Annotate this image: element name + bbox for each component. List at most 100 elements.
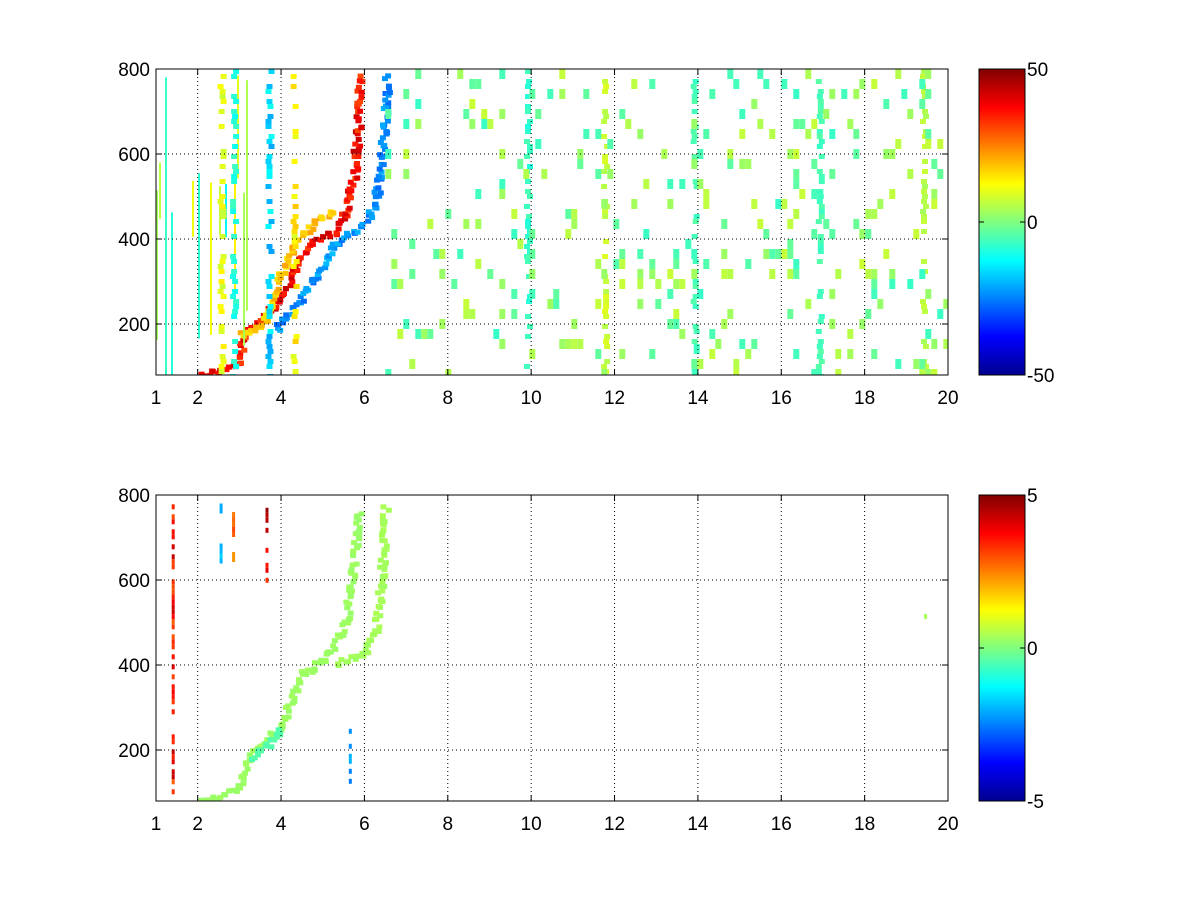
heatmap-cell [818, 154, 825, 159]
heatmap-cell [171, 664, 175, 670]
heatmap-cell [198, 802, 204, 807]
heatmap-cell [219, 508, 223, 514]
heatmap-cell [171, 749, 175, 755]
heatmap-cell [249, 748, 256, 754]
heatmap-cell [237, 341, 244, 347]
heatmap-cell [379, 513, 386, 519]
heatmap-streak [156, 190, 158, 340]
heatmap-cell [379, 578, 386, 584]
heatmap-cell [376, 624, 383, 630]
heatmap-cell [631, 79, 638, 89]
heatmap-cell [527, 194, 533, 199]
heatmap-cell [692, 79, 699, 84]
heatmap-cell [769, 129, 776, 139]
heatmap-cell [415, 329, 422, 339]
y-tick-label: 800 [118, 60, 150, 81]
heatmap-cell [923, 364, 929, 369]
heatmap-cell [264, 318, 271, 324]
heatmap-cell [258, 748, 264, 754]
heatmap-cell [287, 283, 294, 289]
colorbar-gradient [978, 494, 1026, 802]
heatmap-cell [237, 350, 244, 356]
heatmap-cell [463, 219, 470, 229]
heatmap-cell [320, 234, 327, 240]
heatmap-cell [763, 249, 770, 259]
heatmap-cell [818, 119, 825, 124]
heatmap-cell [619, 109, 626, 119]
heatmap-cell [847, 119, 854, 129]
heatmap-cell [300, 671, 306, 677]
heatmap-cell [919, 359, 926, 369]
heatmap-cell [350, 148, 357, 154]
heatmap-cell [232, 164, 239, 169]
heatmap-cell [907, 169, 914, 179]
heatmap-cell [377, 140, 384, 145]
heatmap-cell [793, 209, 800, 219]
x-tick-label: 14 [687, 814, 709, 835]
heatmap-cell [257, 318, 264, 324]
heatmap-cell [871, 289, 878, 299]
heatmap-cell [233, 99, 240, 104]
heatmap-cell [697, 179, 704, 189]
heatmap-cell [853, 129, 860, 139]
heatmap-cell [268, 274, 275, 279]
heatmap-cell [303, 672, 310, 677]
heatmap-cell [171, 699, 175, 705]
heatmap-cell [238, 360, 244, 366]
heatmap-cell [171, 739, 175, 745]
heatmap-cell [171, 759, 175, 765]
heatmap-cell [219, 553, 223, 559]
heatmap-cell [817, 239, 824, 244]
heatmap-cell [268, 219, 275, 224]
heatmap-cell [415, 99, 422, 109]
heatmap-cell [238, 774, 245, 780]
heatmap-cell [254, 320, 261, 326]
heatmap-cell [198, 371, 205, 375]
heatmap-cell [267, 104, 274, 109]
heatmap-cell [265, 547, 269, 553]
heatmap-cell [781, 249, 788, 259]
heatmap-cell [281, 291, 287, 297]
heatmap-cell [231, 259, 238, 264]
heatmap-cell [231, 174, 238, 179]
heatmap-cell [877, 299, 884, 309]
heatmap-cell [692, 219, 699, 224]
heatmap-cell [171, 624, 175, 630]
heatmap-cell [559, 89, 566, 99]
heatmap-cell [171, 639, 175, 645]
heatmap-cell [210, 794, 217, 800]
heatmap-cell [232, 339, 239, 344]
heatmap-cell [499, 279, 506, 289]
heatmap-cell [171, 619, 175, 625]
heatmap-cell [266, 84, 273, 89]
heatmap-cell [382, 91, 389, 96]
heatmap-cell [499, 309, 506, 319]
heatmap-cell [350, 579, 357, 585]
x-tick-label: 10 [521, 814, 542, 835]
x-tick-label: 2 [192, 388, 203, 409]
heatmap-cell [292, 184, 299, 189]
heatmap-cell [171, 684, 175, 690]
heatmap-cell [692, 179, 699, 184]
heatmap-cell [375, 629, 382, 634]
heatmap-cell [919, 269, 926, 279]
heatmap-cell [244, 327, 251, 332]
heatmap-cell [273, 734, 280, 740]
x-tick-label: 6 [359, 814, 370, 835]
heatmap-cell [355, 146, 362, 152]
heatmap-cell [889, 279, 896, 289]
heatmap-cell [171, 554, 175, 560]
heatmap-cell [751, 199, 758, 209]
heatmap-cell [583, 89, 590, 99]
heatmap-cell [602, 214, 609, 219]
heatmap-cell [283, 315, 290, 321]
heatmap-cell [171, 644, 175, 650]
heatmap-cell [469, 79, 476, 89]
heatmap-cell [799, 189, 806, 199]
heatmap-cell [312, 221, 319, 227]
heatmap-cell [451, 279, 458, 289]
heatmap-cell [511, 289, 518, 299]
heatmap-cell [604, 164, 611, 169]
heatmap-cell [829, 129, 836, 139]
heatmap-cell [559, 339, 566, 349]
